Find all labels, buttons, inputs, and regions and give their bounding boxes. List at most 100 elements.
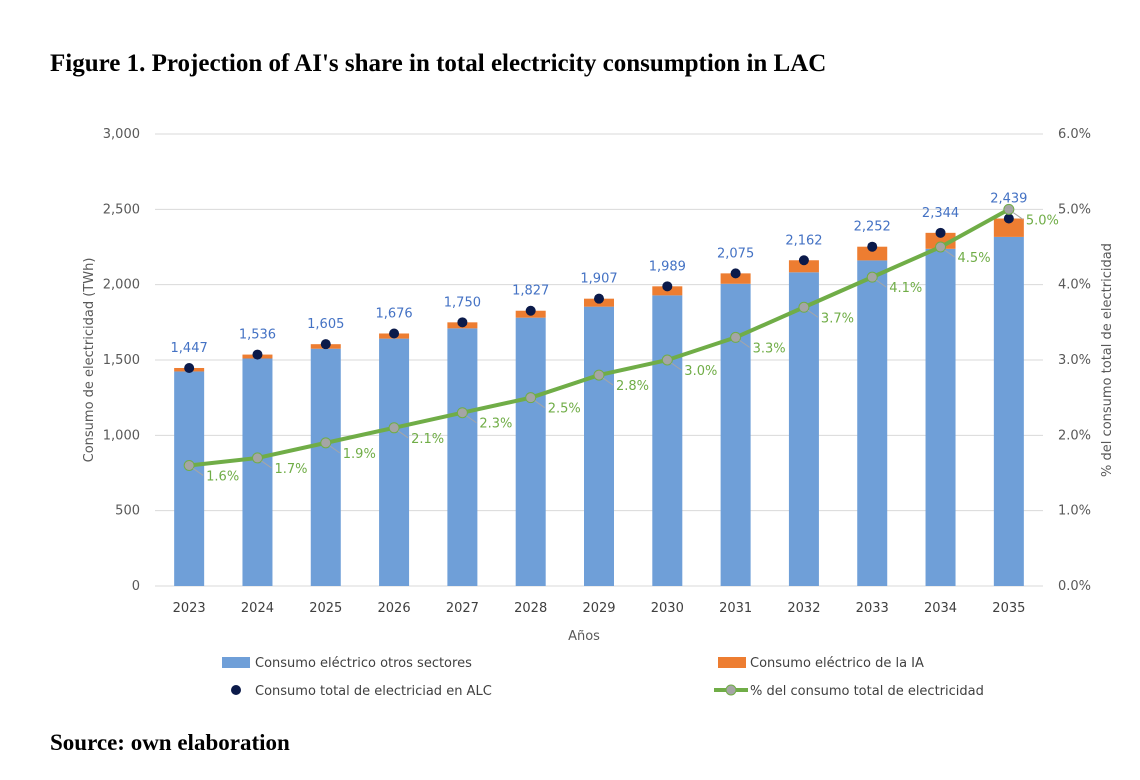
share-data-label: 3.7% <box>821 311 854 326</box>
share-leader-line <box>534 400 545 409</box>
share-leader-line <box>944 249 955 258</box>
bar-other-sectors <box>584 306 614 586</box>
share-marker <box>388 422 400 434</box>
y2-tick-label: 5.0% <box>1058 202 1091 217</box>
total-consumption-marker <box>457 317 468 328</box>
share-data-label: 4.5% <box>958 251 991 266</box>
share-leader-line <box>602 377 614 386</box>
y-tick-label: 2,000 <box>103 278 140 293</box>
x-tick-label: 2029 <box>582 601 615 616</box>
y-tick-label: 500 <box>115 504 140 519</box>
share-marker <box>251 452 263 464</box>
share-leader-line <box>192 468 204 476</box>
share-leader-line <box>329 445 341 454</box>
legend-swatch-total <box>231 685 241 695</box>
y-tick-label: 3,000 <box>103 127 140 142</box>
y-tick-label: 0 <box>132 579 140 594</box>
y2-tick-label: 3.0% <box>1058 353 1091 368</box>
total-consumption-marker <box>389 328 400 339</box>
share-marker <box>866 271 878 283</box>
x-tick-label: 2035 <box>992 601 1025 616</box>
share-data-label: 1.9% <box>343 447 376 462</box>
bar-other-sectors <box>515 317 546 586</box>
bar-other-sectors <box>925 248 956 587</box>
bar-ai-consumption <box>857 246 888 261</box>
bar-other-sectors <box>652 295 683 586</box>
x-tick-label: 2023 <box>173 601 206 616</box>
share-marker <box>661 354 673 366</box>
total-consumption-marker <box>935 227 946 238</box>
bar-other-sectors <box>993 236 1024 586</box>
total-data-label: 1,676 <box>375 306 412 321</box>
total-consumption-marker <box>1003 213 1014 224</box>
y-tick-label: 1,000 <box>103 428 140 443</box>
legend-label-total: Consumo total de electriciad en ALC <box>255 684 492 699</box>
total-data-label: 1,907 <box>580 272 617 287</box>
source-note: Source: own elaboration <box>50 730 290 755</box>
share-leader-line <box>807 309 819 318</box>
bar-ai-consumption <box>788 260 819 273</box>
share-leader-line <box>739 339 750 348</box>
bar-other-sectors <box>379 338 410 586</box>
share-marker <box>935 241 947 253</box>
x-tick-label: 2025 <box>309 601 342 616</box>
legend-swatch-share-marker <box>725 684 737 696</box>
legend-swatch-other-sectors <box>222 657 250 668</box>
y-axis-title: Consumo de electricidad (TWh) <box>82 258 97 463</box>
x-tick-label: 2034 <box>924 601 957 616</box>
share-leader-line <box>397 430 409 439</box>
bar-other-sectors <box>447 328 478 586</box>
y-tick-label: 2,500 <box>103 202 140 217</box>
total-consumption-marker <box>662 281 673 292</box>
legend-swatch-ai <box>718 657 746 668</box>
share-marker <box>593 369 605 381</box>
total-data-label: 1,447 <box>171 341 208 356</box>
y2-tick-label: 4.0% <box>1058 278 1091 293</box>
total-consumption-marker <box>730 268 741 279</box>
x-tick-label: 2032 <box>787 601 820 616</box>
x-tick-label: 2024 <box>241 601 274 616</box>
share-data-label: 2.8% <box>616 379 649 394</box>
total-consumption-marker <box>525 305 536 316</box>
total-data-label: 1,989 <box>649 259 686 274</box>
share-data-label: 2.5% <box>548 402 581 417</box>
x-tick-label: 2030 <box>651 601 684 616</box>
share-marker <box>456 407 468 419</box>
total-consumption-marker <box>320 339 331 350</box>
share-data-label: 2.3% <box>479 417 512 432</box>
share-data-label: 5.0% <box>1026 213 1059 228</box>
total-consumption-marker <box>594 293 604 304</box>
total-data-label: 2,075 <box>717 246 754 261</box>
bar-ai-consumption <box>993 218 1024 237</box>
y2-tick-label: 6.0% <box>1058 127 1091 142</box>
x-tick-label: 2026 <box>378 601 411 616</box>
total-consumption-marker <box>252 349 263 360</box>
share-leader-line <box>1012 211 1024 220</box>
y2-tick-label: 1.0% <box>1058 504 1091 519</box>
share-data-label: 4.1% <box>889 281 922 296</box>
bar-other-sectors <box>174 371 205 586</box>
y2-tick-label: 0.0% <box>1058 579 1091 594</box>
share-leader-line <box>671 362 682 371</box>
x-tick-label: 2028 <box>514 601 547 616</box>
total-data-label: 2,439 <box>990 192 1027 207</box>
x-tick-label: 2027 <box>446 601 479 616</box>
total-data-label: 2,344 <box>922 206 959 221</box>
total-consumption-marker <box>798 255 809 266</box>
share-marker <box>320 437 332 449</box>
bar-other-sectors <box>857 260 888 586</box>
share-leader-line <box>261 460 272 469</box>
legend-label-other-sectors: Consumo eléctrico otros sectores <box>255 656 472 671</box>
total-data-label: 1,536 <box>239 328 276 343</box>
x-tick-label: 2033 <box>856 601 889 616</box>
total-data-label: 1,750 <box>444 295 481 310</box>
total-consumption-marker <box>867 241 878 252</box>
share-marker <box>525 392 537 404</box>
x-axis-title: Años <box>568 629 600 644</box>
total-data-label: 1,827 <box>512 284 549 299</box>
share-data-label: 3.3% <box>753 341 786 356</box>
share-marker <box>1003 203 1015 215</box>
y2-axis-title: % del consumo total de electricidad <box>1100 243 1115 477</box>
total-data-label: 2,162 <box>785 233 822 248</box>
total-data-label: 2,252 <box>854 220 891 235</box>
